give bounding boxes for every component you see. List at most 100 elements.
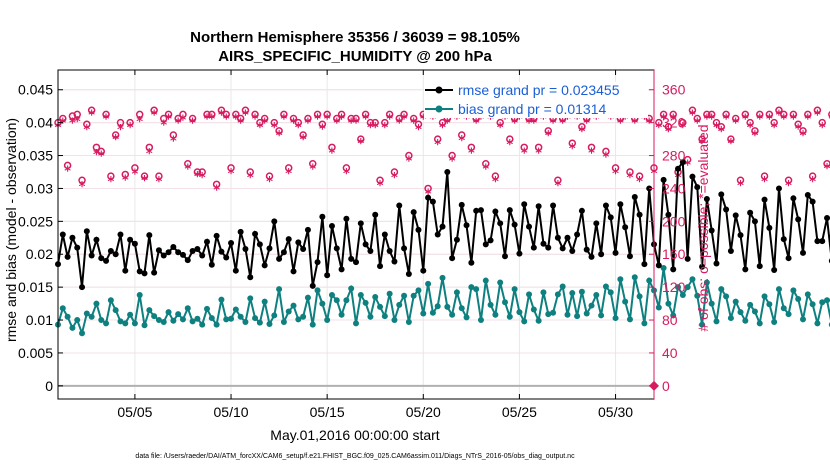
obs-evaluated-marker: * — [559, 117, 566, 132]
obs-possible-marker — [116, 118, 125, 127]
y-right-tick-label: 0 — [662, 378, 670, 394]
rmse-point — [223, 254, 230, 261]
rmse-point — [103, 257, 110, 264]
obs-evaluated-marker: * — [646, 117, 653, 132]
rmse-point — [444, 168, 451, 175]
obs-evaluated-marker: * — [377, 179, 384, 194]
rmse-point — [795, 216, 802, 223]
obs-evaluated-marker: * — [727, 137, 734, 152]
obs-evaluated-marker: * — [554, 179, 561, 194]
rmse-point — [699, 263, 706, 270]
obs-evaluated-marker: * — [785, 179, 792, 194]
rmse-point — [708, 227, 715, 234]
bias-point — [809, 301, 816, 308]
legend-rmse-marker — [435, 86, 443, 94]
rmse-point — [458, 201, 465, 208]
obs-possible-marker — [236, 114, 245, 123]
bias-point — [83, 310, 90, 317]
bias-point — [684, 284, 691, 291]
obs-evaluated-marker: * — [665, 125, 672, 140]
bias-point — [290, 302, 297, 309]
rmse-point — [751, 218, 758, 225]
obs-evaluated-marker: * — [612, 167, 619, 182]
obs-possible-marker — [155, 172, 163, 180]
obs-possible-marker — [448, 151, 456, 160]
obs-possible-marker — [568, 139, 577, 147]
obs-evaluated-marker: * — [271, 121, 278, 136]
obs-evaluated-marker: * — [444, 117, 451, 132]
bias-point — [521, 318, 528, 325]
obs-evaluated-marker: * — [713, 121, 720, 136]
bias-point — [127, 311, 134, 318]
x-tick-label: 05/30 — [598, 404, 633, 420]
obs-evaluated-marker: * — [405, 154, 412, 169]
obs-possible-marker — [366, 118, 375, 127]
bias-point — [194, 315, 201, 322]
obs-possible-marker — [520, 143, 528, 152]
obs-possible-marker — [491, 172, 500, 180]
obs-evaluated-marker: * — [295, 121, 302, 136]
obs-possible-marker — [626, 168, 634, 176]
obs-possible-marker — [717, 123, 726, 131]
obs-evaluated-marker: * — [98, 150, 105, 165]
rmse-point — [266, 245, 273, 252]
bias-point — [59, 305, 66, 312]
obs-evaluated-marker: * — [256, 121, 263, 136]
obs-possible-marker — [602, 147, 610, 156]
bias-point — [353, 320, 359, 327]
obs-evaluated-marker: * — [329, 146, 336, 161]
bias-point — [660, 265, 667, 272]
x-tick-label: 05/10 — [214, 404, 249, 420]
bias-point — [266, 320, 273, 327]
bias-point — [526, 291, 533, 298]
rmse-point — [679, 159, 686, 166]
bias-point — [646, 277, 653, 284]
obs-evaluated-marker: * — [708, 113, 715, 128]
bias-point — [497, 279, 504, 286]
obs-evaluated-marker: * — [300, 133, 307, 148]
obs-evaluated-marker: * — [516, 113, 523, 128]
obs-evaluated-marker: * — [338, 113, 345, 128]
rmse-point — [602, 202, 609, 209]
rmse-point — [473, 207, 480, 214]
obs-evaluated-marker: * — [819, 121, 826, 136]
rmse-point — [747, 209, 754, 216]
bias-point — [511, 286, 518, 293]
bias-point — [122, 320, 129, 327]
bias-point — [208, 315, 215, 322]
obs-possible-marker — [140, 172, 149, 180]
y-left-tick-label: 0.025 — [18, 213, 53, 229]
obs-evaluated-marker: * — [795, 122, 802, 137]
bias-point — [723, 293, 730, 300]
bias-point — [405, 319, 412, 326]
bias-point — [631, 274, 638, 281]
bias-point — [689, 276, 696, 283]
rmse-point — [112, 251, 119, 258]
obs-possible-marker — [390, 168, 399, 176]
rmse-point — [328, 222, 335, 229]
obs-possible-marker — [770, 118, 778, 127]
obs-evaluated-marker: * — [535, 146, 542, 161]
obs-possible-marker — [828, 111, 830, 118]
obs-possible-marker — [794, 120, 802, 129]
rmse-point — [353, 259, 359, 266]
rmse-point — [742, 266, 749, 273]
obs-possible-marker — [313, 110, 322, 119]
obs-evaluated-marker: * — [204, 113, 211, 128]
obs-evaluated-marker: * — [429, 113, 436, 128]
bias-point — [449, 311, 456, 318]
obs-possible-marker — [679, 118, 687, 127]
bias-point — [622, 298, 629, 305]
rmse-point — [405, 270, 412, 277]
bias-point — [429, 309, 436, 316]
obs-possible-marker — [645, 114, 653, 123]
obs-evaluated-marker: * — [569, 142, 576, 157]
rmse-point — [74, 244, 81, 251]
rmse-point — [242, 245, 249, 252]
bias-point — [708, 300, 715, 307]
obs-possible-marker — [145, 143, 154, 152]
rmse-point — [131, 240, 138, 247]
bias-point — [703, 279, 710, 286]
obs-possible-marker — [482, 160, 490, 168]
obs-evaluated-marker: * — [502, 113, 509, 128]
